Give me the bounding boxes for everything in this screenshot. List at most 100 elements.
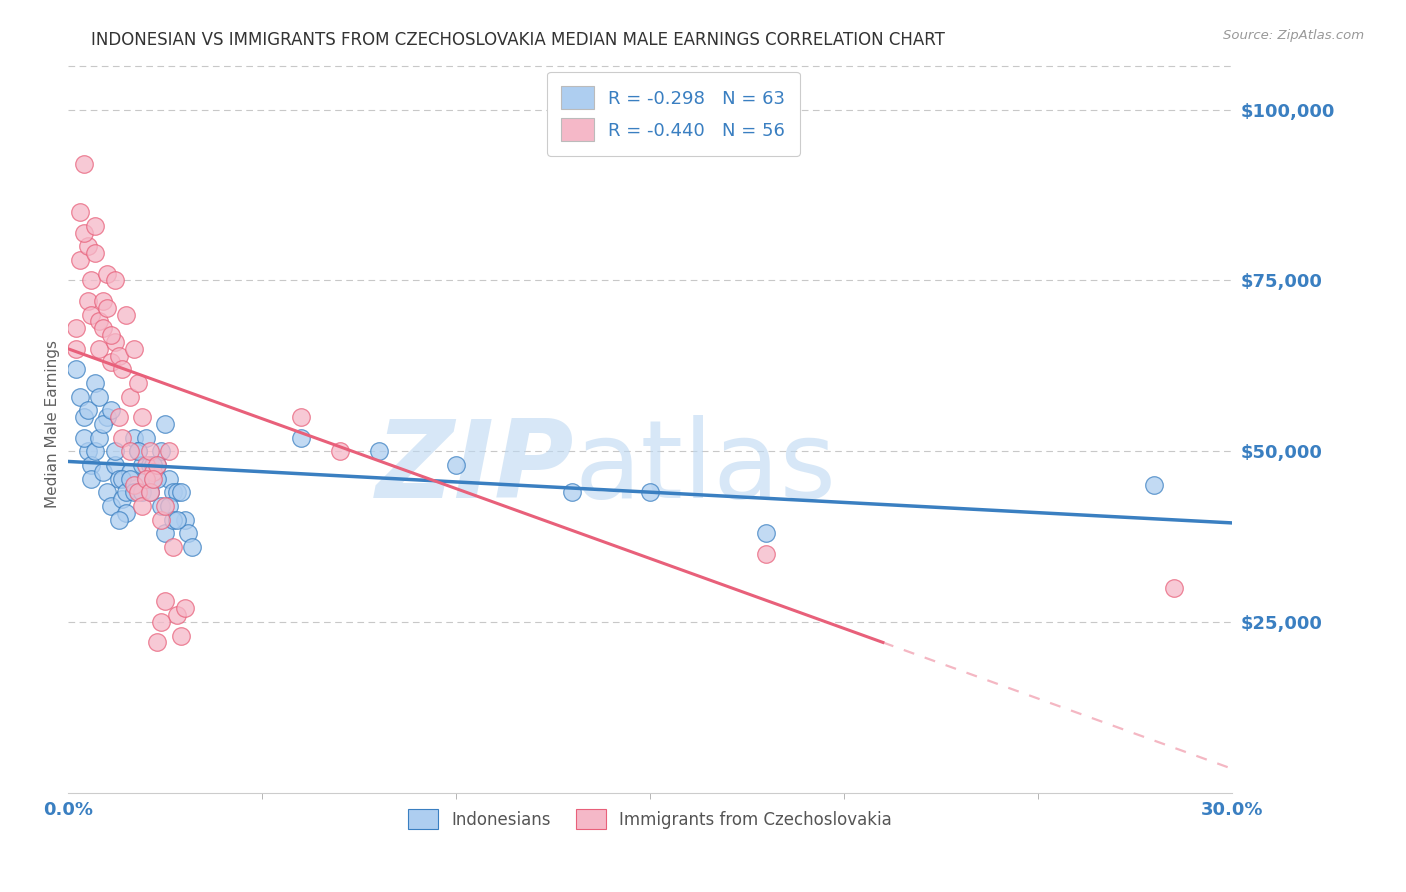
Point <box>181 540 204 554</box>
Point <box>153 417 176 431</box>
Point <box>138 485 160 500</box>
Point <box>115 506 138 520</box>
Point <box>100 328 122 343</box>
Point <box>177 526 200 541</box>
Point <box>104 273 127 287</box>
Point <box>169 629 191 643</box>
Point <box>91 321 114 335</box>
Point <box>96 267 118 281</box>
Point <box>173 512 195 526</box>
Point <box>122 342 145 356</box>
Point <box>150 444 173 458</box>
Point <box>135 471 157 485</box>
Text: INDONESIAN VS IMMIGRANTS FROM CZECHOSLOVAKIA MEDIAN MALE EARNINGS CORRELATION CH: INDONESIAN VS IMMIGRANTS FROM CZECHOSLOV… <box>91 31 945 49</box>
Point <box>142 458 165 472</box>
Point <box>107 410 129 425</box>
Point <box>65 362 87 376</box>
Point <box>135 471 157 485</box>
Point <box>120 444 142 458</box>
Point <box>127 444 149 458</box>
Point <box>153 499 176 513</box>
Point <box>153 594 176 608</box>
Point <box>127 376 149 390</box>
Point <box>100 355 122 369</box>
Point <box>107 349 129 363</box>
Point <box>80 308 103 322</box>
Point <box>157 471 180 485</box>
Point <box>290 410 312 425</box>
Point <box>166 512 188 526</box>
Point <box>65 321 87 335</box>
Text: Source: ZipAtlas.com: Source: ZipAtlas.com <box>1223 29 1364 42</box>
Point <box>111 431 134 445</box>
Point <box>80 273 103 287</box>
Point <box>122 478 145 492</box>
Point <box>329 444 352 458</box>
Point <box>96 485 118 500</box>
Point <box>89 431 111 445</box>
Point <box>135 458 157 472</box>
Point <box>138 444 160 458</box>
Point <box>138 458 160 472</box>
Point <box>755 526 778 541</box>
Point <box>111 362 134 376</box>
Point <box>142 471 165 485</box>
Point <box>120 471 142 485</box>
Point <box>84 246 107 260</box>
Point <box>131 410 153 425</box>
Point <box>153 526 176 541</box>
Point <box>166 485 188 500</box>
Point <box>131 499 153 513</box>
Point <box>84 376 107 390</box>
Point <box>107 471 129 485</box>
Point <box>91 293 114 308</box>
Point <box>638 485 661 500</box>
Point <box>100 403 122 417</box>
Point <box>157 499 180 513</box>
Text: ZIP: ZIP <box>375 415 575 521</box>
Point <box>107 512 129 526</box>
Point <box>1143 478 1166 492</box>
Point <box>111 471 134 485</box>
Point <box>104 444 127 458</box>
Point <box>444 458 467 472</box>
Point <box>100 499 122 513</box>
Point <box>76 239 98 253</box>
Point <box>69 390 91 404</box>
Point <box>111 491 134 506</box>
Point <box>162 540 184 554</box>
Point <box>115 308 138 322</box>
Point <box>146 471 169 485</box>
Point <box>127 444 149 458</box>
Point <box>127 485 149 500</box>
Point <box>120 465 142 479</box>
Point <box>76 403 98 417</box>
Point <box>72 410 94 425</box>
Point <box>89 342 111 356</box>
Point <box>169 485 191 500</box>
Text: atlas: atlas <box>575 415 837 521</box>
Point <box>150 615 173 629</box>
Point <box>131 485 153 500</box>
Point <box>146 635 169 649</box>
Point <box>755 547 778 561</box>
Point <box>290 431 312 445</box>
Point <box>135 431 157 445</box>
Point <box>146 458 169 472</box>
Point <box>166 608 188 623</box>
Point <box>142 471 165 485</box>
Point <box>122 485 145 500</box>
Point <box>138 485 160 500</box>
Point <box>162 485 184 500</box>
Point <box>69 252 91 267</box>
Point <box>173 601 195 615</box>
Point <box>69 205 91 219</box>
Point <box>80 471 103 485</box>
Point <box>65 342 87 356</box>
Point <box>122 431 145 445</box>
Point <box>72 431 94 445</box>
Point <box>96 301 118 315</box>
Point <box>142 465 165 479</box>
Point <box>146 458 169 472</box>
Point <box>561 485 583 500</box>
